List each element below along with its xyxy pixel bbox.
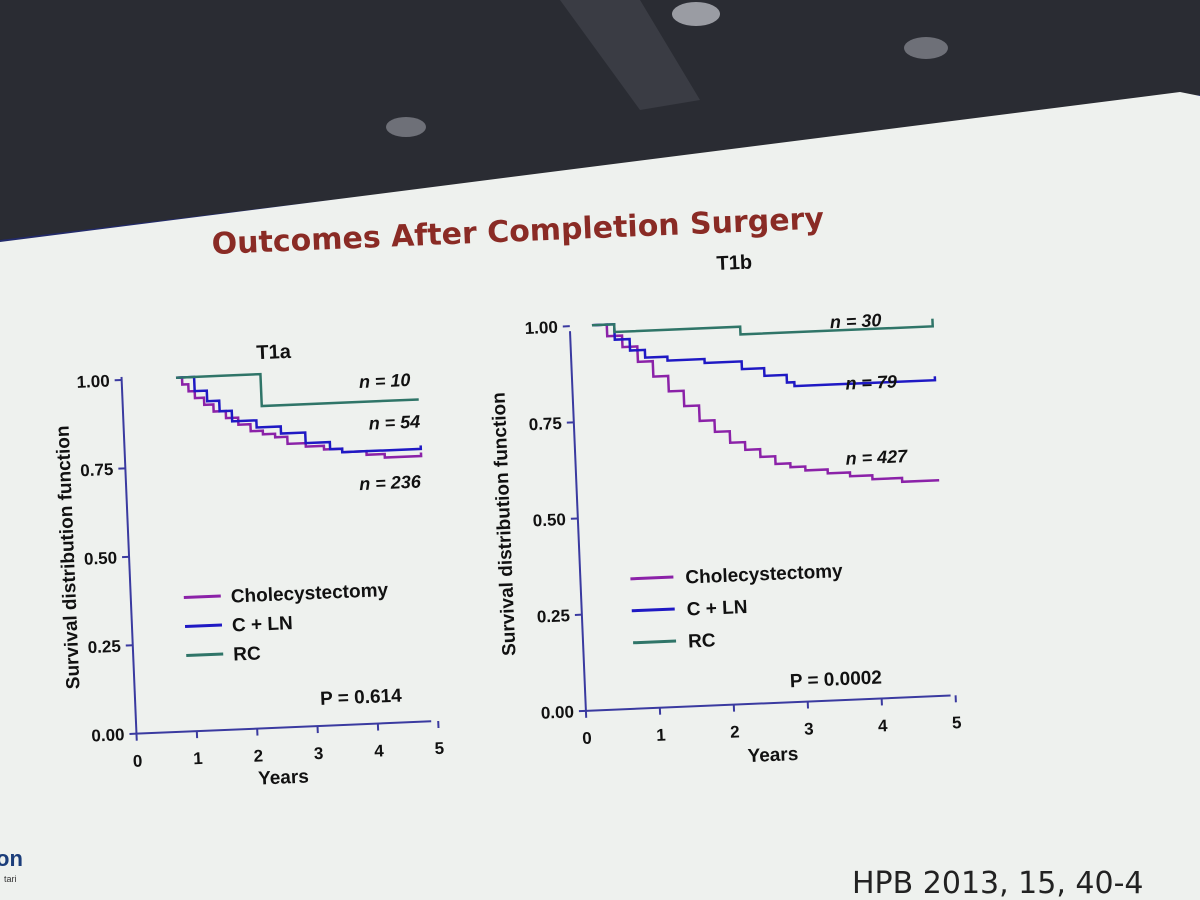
chart-title: T1a [256,341,292,364]
legend-swatch-c-ln [184,623,223,629]
y-axis [568,331,587,711]
x-tick-label: 5 [952,713,962,732]
ceiling-beam [560,0,700,110]
legend-swatch-cholecystectomy [183,594,221,600]
series-line-rc [591,318,935,336]
n-label-rc: n = 10 [359,370,411,392]
x-axis [585,694,951,712]
x-tick-label: 3 [314,744,324,763]
n-label-rc: n = 30 [829,310,881,332]
series-line-rc [175,372,419,408]
legend-swatch-cholecystectomy [630,575,674,581]
y-tick-label: 1.00 [76,371,110,391]
n-label-c-ln: n = 54 [368,412,420,434]
logo-subtext: tari [4,874,17,884]
x-tick-label: 4 [878,716,889,735]
survival-curves [175,372,423,459]
legend-label-rc: RC [233,643,262,665]
legend-swatch-rc [186,652,224,658]
legend-label-rc: RC [688,630,717,652]
chart-title: T1b [716,251,752,274]
ceiling [0,0,1200,240]
n-label-cholecystectomy: n = 236 [359,472,422,495]
y-tick-label: 0.00 [91,725,125,745]
y-tick-label: 1.00 [524,318,558,338]
y-tick-label: 0.75 [528,414,562,434]
x-tick-label: 2 [730,722,740,741]
p-value: P = 0.614 [320,686,403,710]
x-tick-label: 2 [253,746,263,765]
y-tick-label: 0.25 [87,637,121,657]
y-axis [120,376,138,734]
p-value: P = 0.0002 [789,667,882,692]
series-line-c-ln [175,375,423,454]
x-tick-label: 5 [434,739,444,758]
x-axis-label: Years [258,766,310,789]
legend-swatch-c-ln [631,607,675,613]
legend-label-c-ln: C + LN [232,613,294,637]
axis-ticks: 0 1 2 3 4 5 0.00 0.25 0.50 0.75 1.00 [76,371,444,770]
y-tick-label: 0.75 [80,460,114,480]
legend-label-c-ln: C + LN [686,597,748,621]
x-axis [136,720,432,735]
x-tick-label: 4 [374,741,385,760]
citation: HPB 2013, 15, 40-4 [852,866,1144,900]
x-tick-label: 1 [656,726,666,745]
x-axis-label: Years [747,744,799,767]
logo-wordmark: on [0,846,23,871]
series-line-c-ln [591,322,937,388]
x-tick-label: 1 [193,749,203,768]
legend-swatch-rc [633,639,677,645]
x-tick-label: 0 [132,751,142,770]
ceiling-light-2 [904,37,948,59]
n-label-cholecystectomy: n = 427 [845,446,908,469]
y-tick-label: 0.50 [84,548,118,568]
survival-curves [591,318,940,484]
y-tick-label: 0.50 [532,510,566,530]
series-line-cholecystectomy [591,323,940,484]
x-tick-label: 3 [804,719,814,738]
x-tick-label: 0 [582,729,592,748]
ceiling-light-3 [386,117,426,137]
ceiling-light-1 [672,2,720,26]
y-tick-label: 0.00 [540,702,574,722]
chart-t1a: T1a 0 1 2 3 4 50.000.250.500.751.00 Survival … [53,341,445,790]
axis-ticks: 0 1 2 3 4 5 0.00 0.25 0.50 0.75 1.00 [524,318,962,748]
y-tick-label: 0.25 [536,606,570,626]
n-label-c-ln: n = 79 [845,372,897,394]
